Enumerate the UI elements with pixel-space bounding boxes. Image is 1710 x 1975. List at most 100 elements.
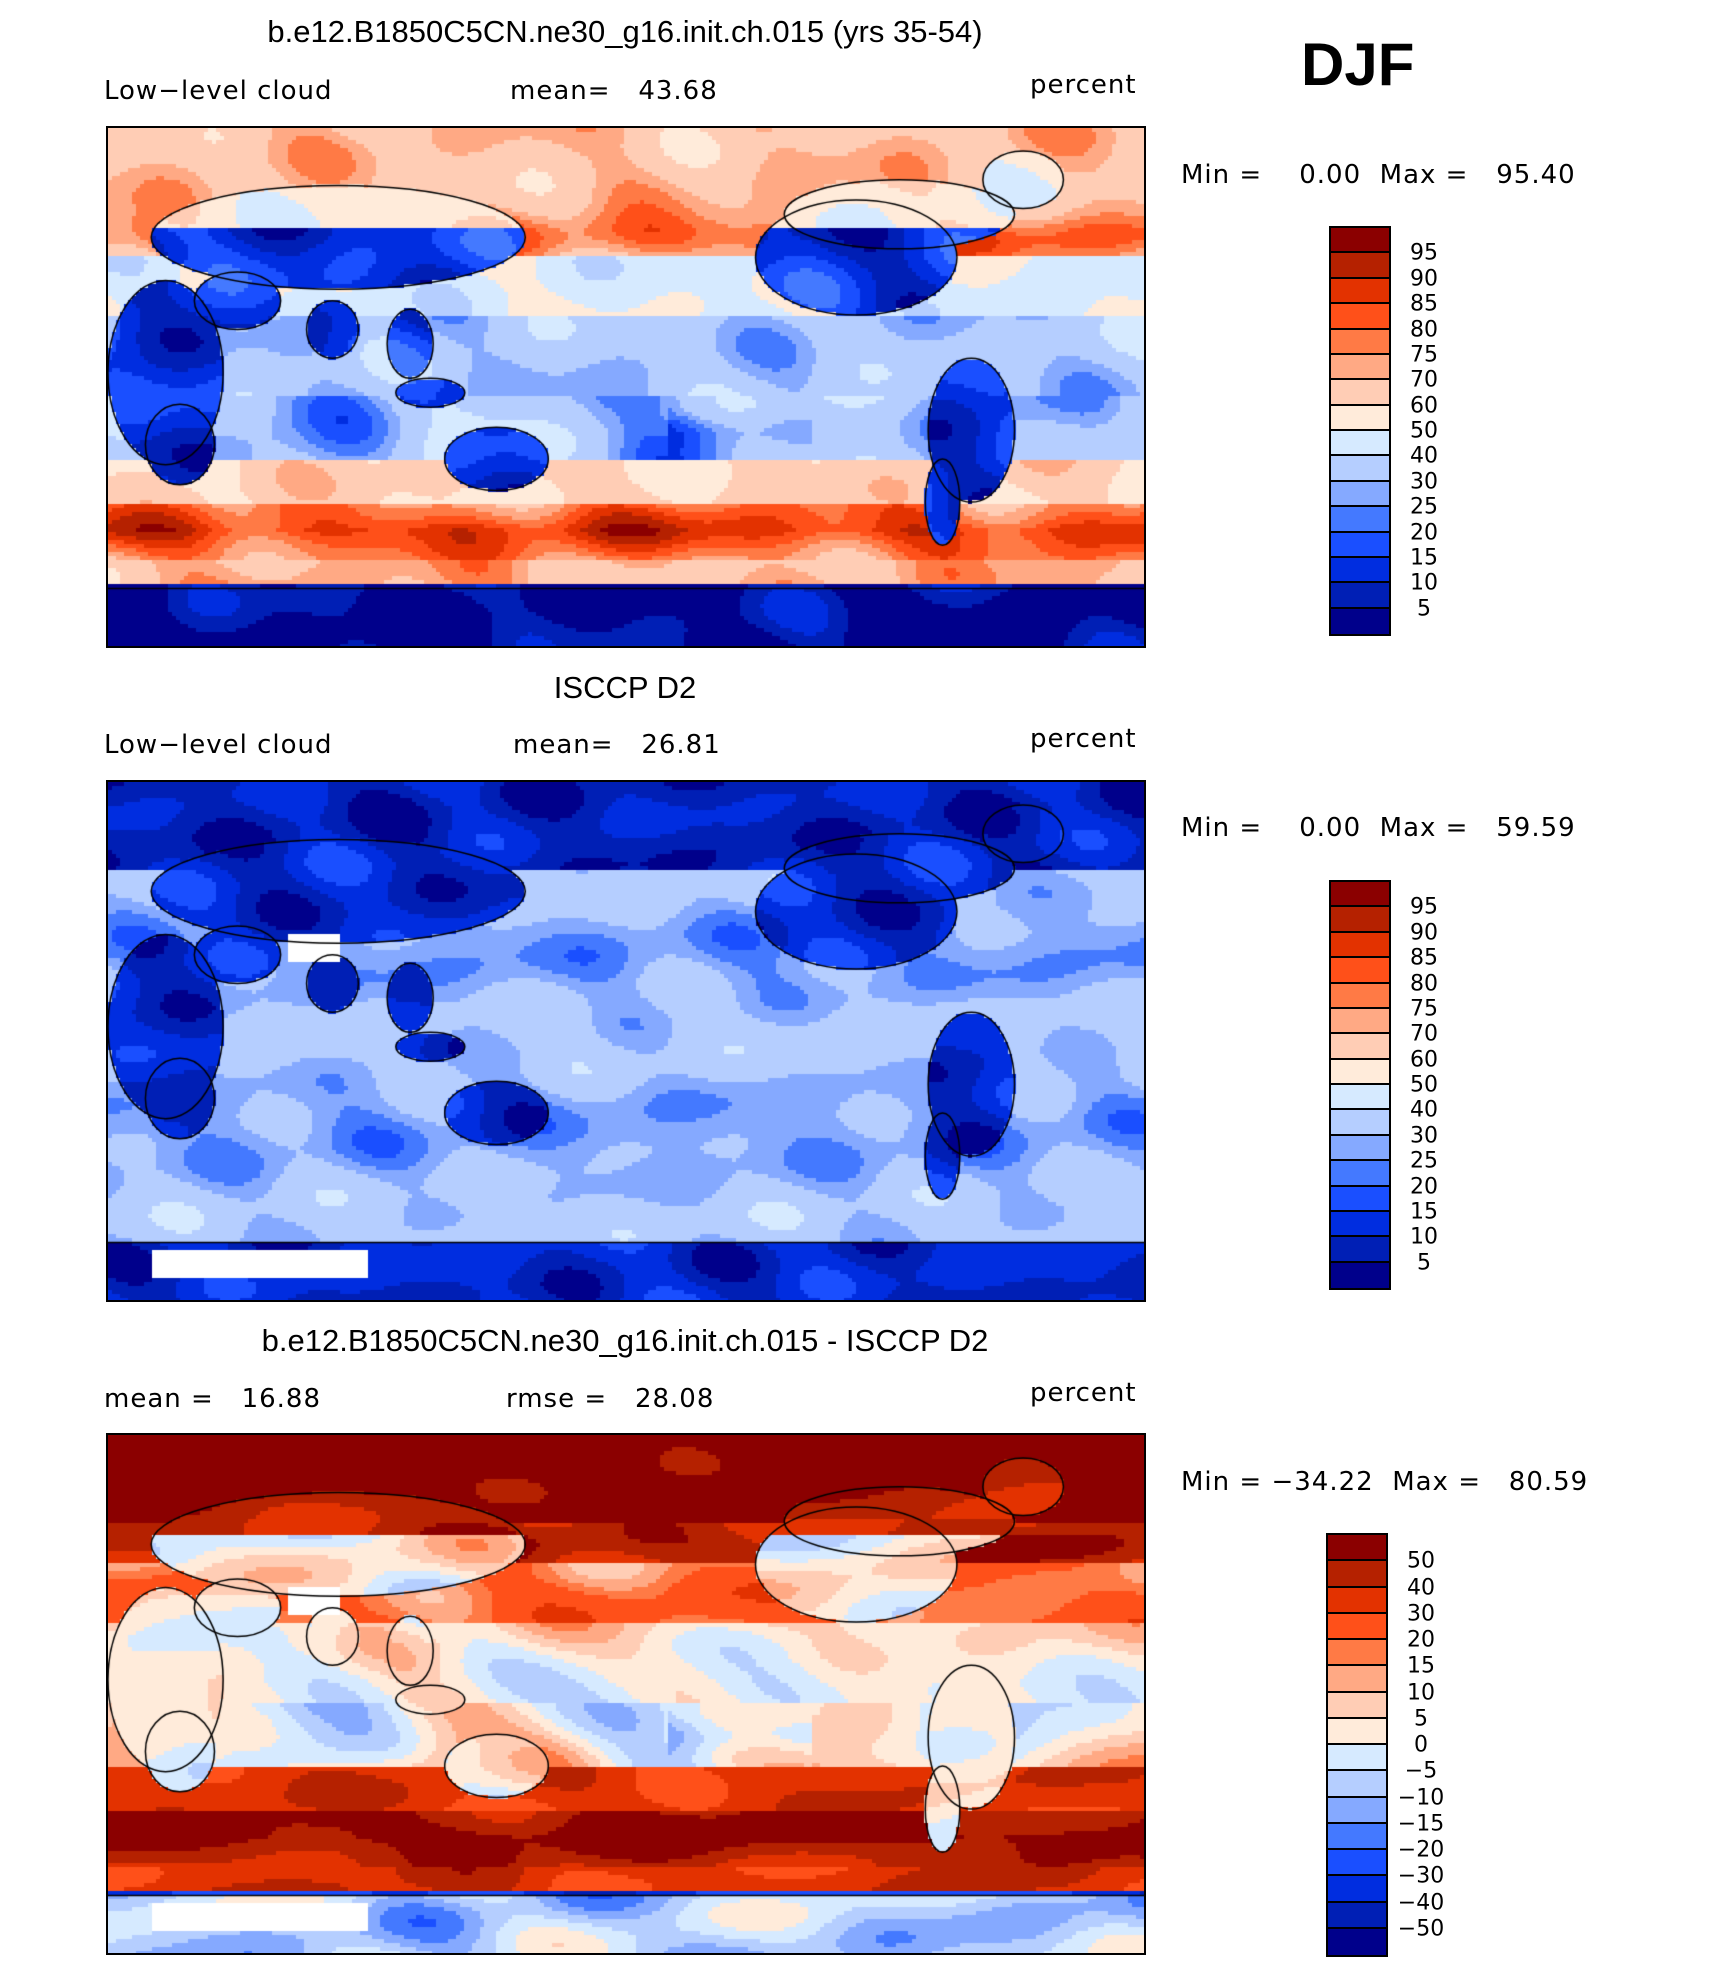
panel1-units: percent: [1030, 70, 1137, 100]
colorbar-tick-label: −40: [1397, 1890, 1445, 1915]
colorbar-swatch: [1331, 253, 1389, 279]
colorbar-tick-label: 50: [1410, 418, 1438, 444]
colorbar-swatch: [1328, 1902, 1386, 1929]
colorbar-swatch: [1328, 1613, 1386, 1640]
colorbar-swatch: [1331, 1237, 1389, 1263]
panel1-mean: mean= 43.68: [510, 76, 718, 106]
colorbar-swatch: [1331, 1186, 1389, 1212]
colorbar-swatch: [1331, 907, 1389, 933]
panel1-minmax: Min = 0.00 Max = 95.40: [1181, 160, 1576, 190]
colorbar-swatch: [1328, 1718, 1386, 1745]
panel1-colorbar: [1329, 226, 1391, 636]
colorbar-swatch: [1331, 405, 1389, 431]
colorbar-swatch: [1331, 958, 1389, 984]
colorbar-tick-label: 75: [1410, 996, 1438, 1022]
colorbar-swatch: [1331, 1110, 1389, 1136]
colorbar-tick-label: 10: [1407, 1680, 1435, 1705]
colorbar-tick-label: 85: [1410, 291, 1438, 317]
panel2-mean: mean= 26.81: [513, 730, 721, 760]
panel3-colorbar: [1326, 1533, 1388, 1957]
colorbar-swatch: [1331, 1034, 1389, 1060]
colorbar-tick-label: 50: [1407, 1548, 1435, 1574]
colorbar-swatch: [1328, 1640, 1386, 1667]
colorbar-tick-label: 0: [1414, 1732, 1428, 1758]
colorbar-swatch: [1331, 1135, 1389, 1162]
colorbar-swatch: [1328, 1745, 1386, 1772]
colorbar-swatch: [1331, 228, 1389, 254]
panel2-colorbar: [1329, 880, 1391, 1290]
colorbar-swatch: [1331, 583, 1389, 609]
colorbar-swatch: [1328, 1587, 1386, 1614]
colorbar-tick-label: 15: [1410, 1199, 1438, 1225]
colorbar-tick-label: 60: [1410, 1047, 1438, 1073]
panel2-map: [106, 780, 1146, 1302]
colorbar-tick-label: 70: [1410, 367, 1438, 393]
colorbar-tick-label: 20: [1410, 520, 1438, 545]
colorbar-swatch: [1328, 1823, 1386, 1850]
colorbar-tick-label: 80: [1410, 317, 1438, 342]
colorbar-tick-label: 60: [1410, 393, 1438, 419]
colorbar-tick-label: 30: [1410, 1123, 1438, 1149]
colorbar-swatch: [1331, 380, 1389, 406]
colorbar-swatch: [1328, 1771, 1386, 1798]
colorbar-swatch: [1331, 1059, 1389, 1085]
colorbar-tick-label: 95: [1410, 240, 1438, 266]
colorbar-swatch: [1328, 1797, 1386, 1824]
colorbar-tick-label: 30: [1410, 469, 1438, 495]
colorbar-tick-label: 40: [1410, 1097, 1438, 1123]
colorbar-tick-label: −5: [1404, 1758, 1438, 1784]
colorbar-tick-label: 95: [1410, 894, 1438, 920]
panel1-left-label: Low−level cloud: [104, 76, 333, 106]
colorbar-swatch: [1331, 481, 1389, 508]
colorbar-tick-label: −15: [1397, 1811, 1445, 1837]
panel3-mean: mean = 16.88: [104, 1384, 322, 1414]
colorbar-swatch: [1331, 1161, 1389, 1187]
colorbar-tick-label: 90: [1410, 920, 1438, 946]
colorbar-tick-label: 5: [1417, 596, 1431, 622]
colorbar-swatch: [1331, 304, 1389, 330]
colorbar-tick-label: 40: [1410, 443, 1438, 469]
colorbar-tick-label: 75: [1410, 342, 1438, 368]
panel1-map: [106, 126, 1146, 648]
colorbar-tick-label: 10: [1410, 570, 1438, 596]
colorbar-tick-label: 10: [1410, 1224, 1438, 1250]
colorbar-swatch: [1331, 1085, 1389, 1111]
colorbar-swatch: [1331, 983, 1389, 1009]
panel2-units: percent: [1030, 724, 1137, 754]
colorbar-tick-label: −30: [1397, 1863, 1445, 1889]
colorbar-swatch: [1331, 431, 1389, 457]
panel1-title: b.e12.B1850C5CN.ne30_g16.init.ch.015 (yr…: [267, 14, 983, 49]
panel3-rmse: rmse = 28.08: [506, 1384, 715, 1414]
colorbar-tick-label: 20: [1407, 1627, 1435, 1653]
colorbar-swatch: [1328, 1561, 1386, 1588]
colorbar-swatch: [1328, 1850, 1386, 1877]
colorbar-tick-label: −10: [1397, 1785, 1445, 1810]
colorbar-tick-label: 5: [1414, 1706, 1428, 1732]
colorbar-tick-label: 50: [1410, 1072, 1438, 1098]
panel3-minmax: Min = −34.22 Max = 80.59: [1181, 1467, 1589, 1497]
panel2-minmax: Min = 0.00 Max = 59.59: [1181, 813, 1576, 843]
colorbar-swatch: [1328, 1692, 1386, 1719]
colorbar-tick-label: 5: [1417, 1250, 1431, 1276]
colorbar-swatch: [1331, 1262, 1389, 1288]
panel3-title: b.e12.B1850C5CN.ne30_g16.init.ch.015 - I…: [261, 1323, 989, 1358]
colorbar-swatch: [1331, 1211, 1389, 1238]
colorbar-tick-label: 40: [1407, 1575, 1435, 1600]
colorbar-tick-label: 85: [1410, 945, 1438, 971]
panel3-units: percent: [1030, 1378, 1137, 1408]
colorbar-tick-label: −20: [1397, 1837, 1445, 1863]
colorbar-swatch: [1331, 1008, 1389, 1035]
colorbar-tick-label: 25: [1410, 1148, 1438, 1174]
colorbar-swatch: [1331, 329, 1389, 355]
colorbar-tick-label: 70: [1410, 1021, 1438, 1047]
colorbar-tick-label: 30: [1407, 1601, 1435, 1627]
panel2-title: ISCCP D2: [553, 670, 697, 705]
colorbar-swatch: [1331, 932, 1389, 959]
colorbar-swatch: [1328, 1928, 1386, 1955]
colorbar-swatch: [1331, 882, 1389, 908]
colorbar-swatch: [1331, 532, 1389, 558]
colorbar-tick-label: 80: [1410, 971, 1438, 996]
colorbar-swatch: [1331, 608, 1389, 634]
colorbar-tick-label: 90: [1410, 266, 1438, 292]
panel3-map: [106, 1433, 1146, 1955]
